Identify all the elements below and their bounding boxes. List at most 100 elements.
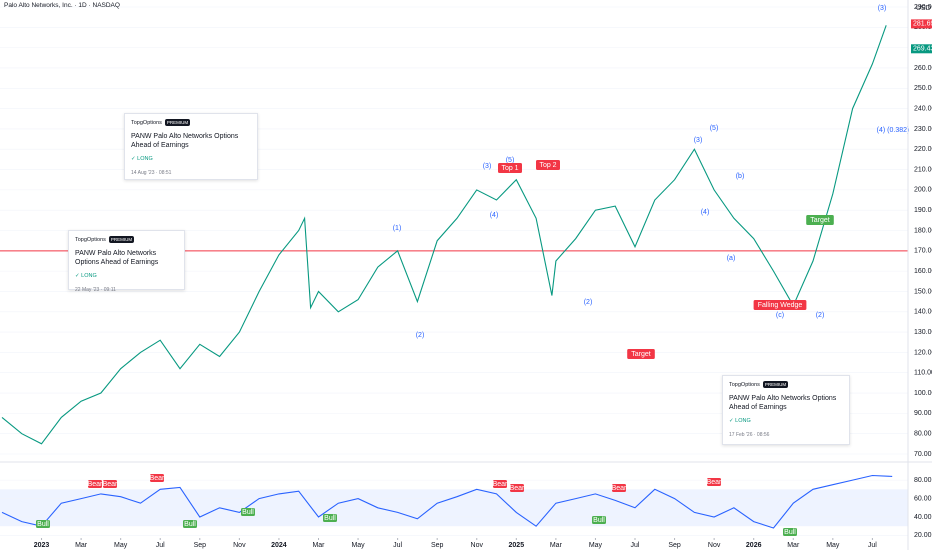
wave-label: (5) bbox=[710, 125, 719, 132]
y-tick-label: 180.00 bbox=[914, 227, 932, 234]
signal-box bbox=[323, 514, 337, 522]
wave-label: (a) bbox=[727, 255, 736, 262]
idea-card[interactable]: TopgOptions PREMIUM PANW Palo Alto Networ… bbox=[124, 113, 258, 180]
wave-label: (5) bbox=[506, 157, 515, 164]
y-tick-label: 60.00 bbox=[914, 495, 932, 502]
card-signal: ✓ LONG bbox=[131, 156, 153, 163]
y-tick-label: 210.00 bbox=[914, 166, 932, 173]
signal-label: Bear bbox=[612, 485, 627, 492]
y-tick-label: 40.00 bbox=[914, 514, 932, 521]
x-tick-label: Sep bbox=[431, 542, 444, 549]
y-tick-label: 170.00 bbox=[914, 248, 932, 255]
x-tick-label: Jul bbox=[868, 542, 877, 549]
tag-box bbox=[498, 163, 522, 173]
wave-label: (c) bbox=[776, 312, 784, 319]
y-tick-label: 90.00 bbox=[914, 410, 932, 417]
tag-label: Top 2 bbox=[539, 162, 556, 169]
signal-box bbox=[783, 528, 797, 536]
x-tick-label: Sep bbox=[668, 542, 681, 549]
x-tick-label: Nov bbox=[708, 542, 721, 549]
signal-label: Bear bbox=[707, 479, 722, 486]
y-tick-label: 70.00 bbox=[914, 451, 932, 458]
card-date: 17 Feb '26 · 08:56 bbox=[729, 432, 770, 439]
price-label-box bbox=[911, 44, 932, 54]
signal-box bbox=[592, 516, 606, 524]
chart-title: Palo Alto Networks, Inc. · 1D · NASDAQ bbox=[4, 2, 120, 9]
x-tick-label: Jul bbox=[156, 542, 165, 549]
card-signal: ✓ LONG bbox=[75, 273, 97, 280]
tag-label: Falling Wedge bbox=[758, 302, 803, 309]
x-tick-label: Mar bbox=[312, 542, 325, 549]
x-tick-label: Jul bbox=[393, 542, 402, 549]
y-tick-label: 80.00 bbox=[914, 477, 932, 484]
wave-label: (2) bbox=[816, 312, 825, 319]
card-badge: PREMIUM bbox=[164, 119, 191, 126]
wave-label: (2) bbox=[416, 332, 425, 339]
wave-label: (3) bbox=[483, 163, 492, 170]
card-badge: PREMIUM bbox=[762, 381, 789, 388]
card-brand: TopgOptions bbox=[131, 119, 162, 126]
card-badge: PREMIUM bbox=[108, 236, 135, 243]
y-tick-label: 130.00 bbox=[914, 329, 932, 336]
signal-box bbox=[493, 480, 507, 488]
card-title: PANW Palo Alto Networks Options Ahead of… bbox=[75, 250, 159, 267]
tag-label: Top 1 bbox=[501, 165, 518, 172]
card-date: 14 Aug '23 · 08:51 bbox=[131, 170, 172, 177]
series-line bbox=[1, 25, 887, 445]
y-tick-label: 20.00 bbox=[914, 532, 932, 539]
signal-box bbox=[241, 508, 255, 516]
y-tick-label: 190.00 bbox=[914, 207, 932, 214]
x-tick-label: May bbox=[826, 542, 840, 549]
signal-label: Bull bbox=[324, 515, 336, 522]
signal-label: Bear bbox=[493, 481, 508, 488]
x-tick-label: May bbox=[589, 542, 603, 549]
idea-card[interactable]: TopgOptions PREMIUM PANW Palo Alto Networ… bbox=[722, 375, 850, 445]
x-tick-label: May bbox=[351, 542, 365, 549]
y-tick-label: 240.00 bbox=[914, 105, 932, 112]
signal-box bbox=[150, 474, 164, 482]
y-tick-label: 250.00 bbox=[914, 85, 932, 92]
tag-box bbox=[806, 215, 834, 225]
signal-box bbox=[36, 520, 50, 528]
price-label-box bbox=[911, 19, 932, 29]
x-tick-label: Jul bbox=[631, 542, 640, 549]
signal-label: Bull bbox=[593, 517, 605, 524]
y-tick-label: 140.00 bbox=[914, 309, 932, 316]
signal-box bbox=[510, 484, 524, 492]
wave-label: (1) bbox=[393, 225, 402, 232]
signal-label: Bull bbox=[242, 509, 254, 516]
y-tick-label: 100.00 bbox=[914, 390, 932, 397]
signal-label: Bull bbox=[784, 529, 796, 536]
x-tick-label: 2026 bbox=[746, 542, 762, 549]
idea-card[interactable]: TopgOptions PREMIUM PANW Palo Alto Networ… bbox=[68, 230, 185, 294]
signal-label: Bear bbox=[150, 475, 165, 482]
wave-label: (4) bbox=[490, 212, 499, 219]
wave-label: (2) bbox=[584, 299, 593, 306]
y-tick-label: 160.00 bbox=[914, 268, 932, 275]
card-title: PANW Palo Alto Networks Options Ahead of… bbox=[729, 395, 837, 412]
card-brand-row: TopgOptions PREMIUM bbox=[131, 119, 251, 126]
x-tick-label: Mar bbox=[75, 542, 88, 549]
card-brand: TopgOptions bbox=[75, 236, 106, 243]
tag-label: Target bbox=[810, 217, 830, 224]
x-tick-label: 2025 bbox=[509, 542, 525, 549]
signal-label: Bear bbox=[103, 481, 118, 488]
tag-box bbox=[753, 300, 807, 310]
y-tick-label: 120.00 bbox=[914, 349, 932, 356]
signal-box bbox=[707, 478, 721, 486]
y-tick-label: 150.00 bbox=[914, 288, 932, 295]
y-tick-label: 230.00 bbox=[914, 126, 932, 133]
x-tick-label: Mar bbox=[787, 542, 800, 549]
wave-label: (4) bbox=[701, 209, 710, 216]
tag-label: Target bbox=[631, 351, 651, 358]
y-tick-label: 220.00 bbox=[914, 146, 932, 153]
card-brand-row: TopgOptions PREMIUM bbox=[729, 381, 843, 388]
card-date: 22 May '23 · 09:11 bbox=[75, 287, 116, 294]
wave-label: (3) bbox=[878, 5, 887, 12]
x-tick-label: Nov bbox=[233, 542, 246, 549]
series-line bbox=[1, 474, 893, 529]
card-signal: ✓ LONG bbox=[729, 418, 751, 425]
x-tick-label: Mar bbox=[550, 542, 563, 549]
signal-box bbox=[183, 520, 197, 528]
